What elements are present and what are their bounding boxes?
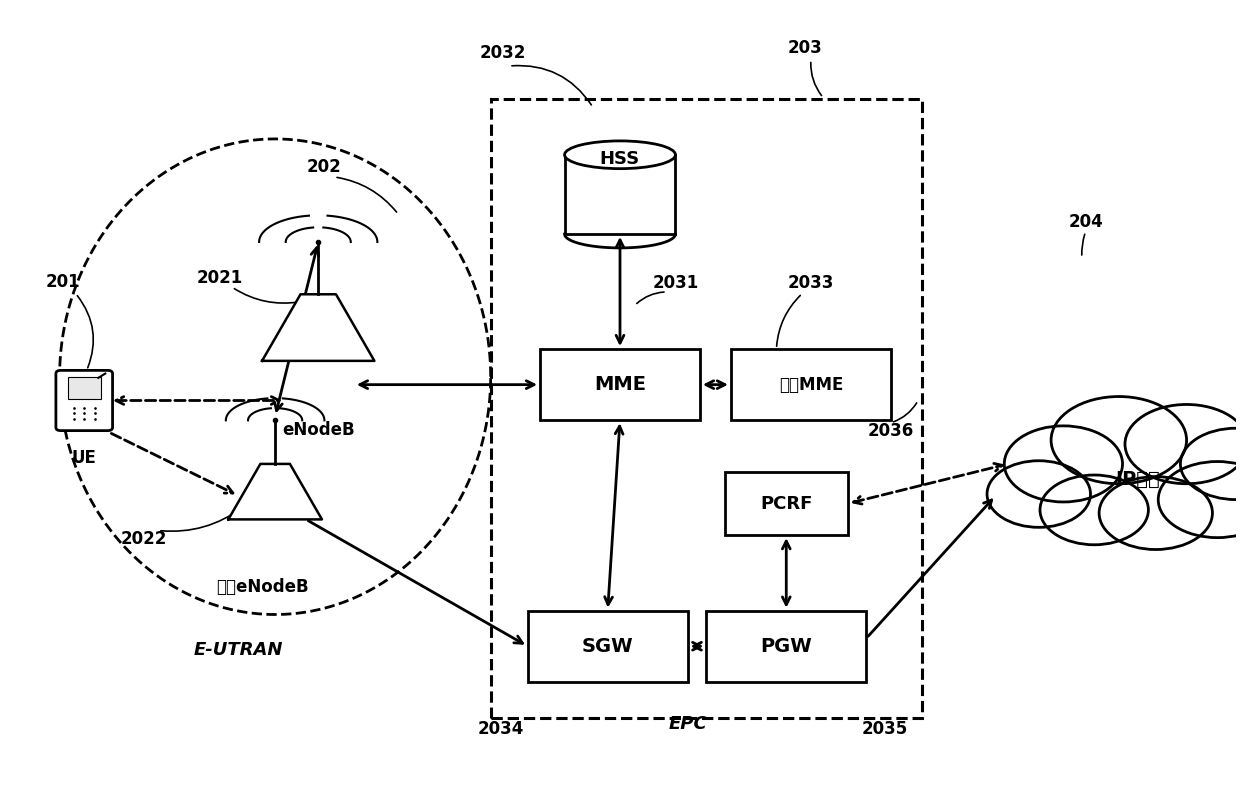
Text: PGW: PGW [760, 637, 812, 656]
Circle shape [1125, 405, 1240, 484]
Text: 其它eNodeB: 其它eNodeB [217, 578, 309, 596]
Text: 203: 203 [787, 38, 822, 57]
FancyBboxPatch shape [707, 610, 867, 682]
Text: eNodeB: eNodeB [281, 421, 355, 439]
Circle shape [1004, 426, 1122, 502]
Ellipse shape [564, 141, 676, 169]
Circle shape [987, 461, 1090, 527]
Text: E-UTRAN: E-UTRAN [193, 641, 283, 659]
Circle shape [1099, 477, 1213, 549]
FancyBboxPatch shape [68, 376, 100, 400]
Text: EPC: EPC [668, 715, 707, 733]
Text: 2021: 2021 [197, 268, 243, 287]
FancyBboxPatch shape [56, 370, 113, 431]
Text: 2022: 2022 [120, 530, 166, 548]
FancyBboxPatch shape [724, 472, 848, 535]
Text: HSS: HSS [600, 150, 640, 167]
Text: 2032: 2032 [480, 44, 526, 62]
Polygon shape [228, 464, 322, 519]
Text: PCRF: PCRF [760, 494, 812, 513]
FancyBboxPatch shape [730, 349, 892, 421]
Text: 2033: 2033 [787, 274, 835, 292]
Text: 204: 204 [1068, 213, 1102, 231]
FancyBboxPatch shape [528, 610, 688, 682]
Text: IP业务: IP业务 [1115, 470, 1159, 489]
Text: 201: 201 [46, 272, 81, 291]
Text: 202: 202 [308, 158, 342, 175]
Text: 2036: 2036 [868, 421, 914, 440]
Circle shape [1180, 429, 1240, 500]
Text: MME: MME [594, 375, 646, 394]
Text: SGW: SGW [582, 637, 634, 656]
FancyBboxPatch shape [491, 99, 921, 718]
Text: UE: UE [72, 449, 97, 466]
Circle shape [1052, 396, 1187, 484]
Text: 其它MME: 其它MME [779, 376, 843, 393]
Text: 2035: 2035 [862, 720, 908, 739]
Text: 2031: 2031 [652, 274, 698, 292]
Polygon shape [262, 294, 374, 361]
Circle shape [1040, 475, 1148, 545]
FancyBboxPatch shape [564, 155, 676, 234]
Circle shape [1158, 461, 1240, 537]
FancyBboxPatch shape [539, 349, 701, 421]
Text: 2034: 2034 [477, 720, 523, 739]
